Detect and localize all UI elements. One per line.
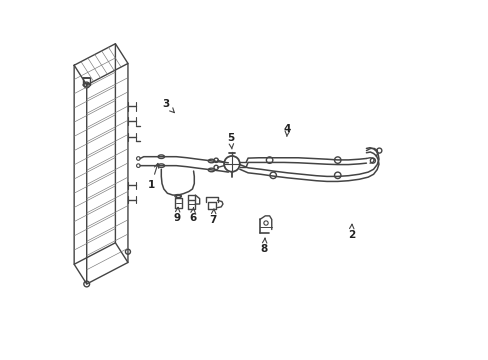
Text: 6: 6 [188,208,196,223]
Text: 5: 5 [227,134,234,149]
Text: 2: 2 [347,224,354,240]
Text: 1: 1 [147,163,159,190]
Text: 9: 9 [173,207,180,223]
Text: 8: 8 [260,238,267,254]
Text: 4: 4 [283,124,291,136]
Text: 7: 7 [209,209,217,225]
Text: 3: 3 [162,99,174,113]
